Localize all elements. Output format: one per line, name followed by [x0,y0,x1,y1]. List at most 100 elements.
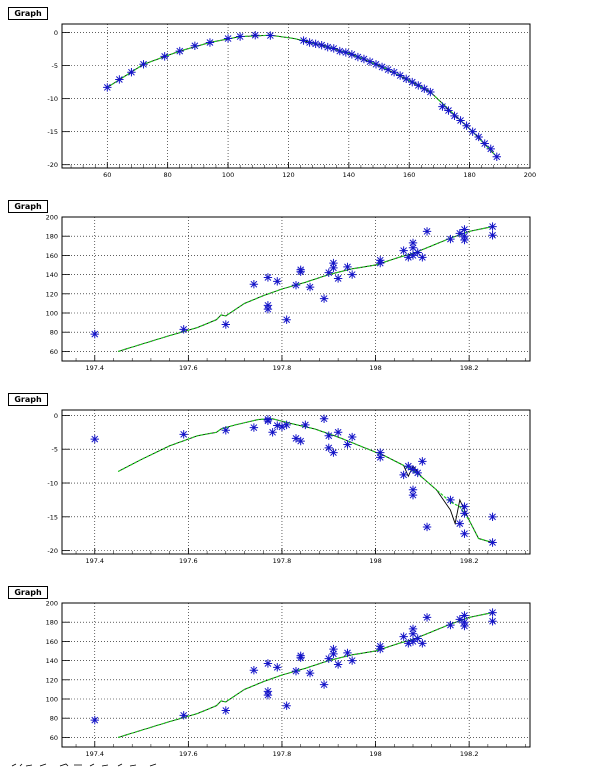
data-point [273,421,282,430]
data-point [418,457,427,466]
x-tick-label: 160 [403,171,415,179]
data-point [389,68,399,77]
x-tick-label: 197.4 [85,750,104,758]
data-point [460,529,469,538]
y-tick-label: 80 [50,715,58,723]
data-point [492,152,501,161]
x-tick-label: 197.4 [85,557,104,565]
x-tick-label: 197.4 [85,364,104,372]
data-point [319,680,329,689]
data-point [343,648,352,658]
footer-scribble [11,763,157,767]
data-point [317,40,326,50]
y-tick-label: 200 [46,600,58,608]
data-point [455,519,464,528]
y-tick-label: 60 [50,348,58,356]
data-point [319,294,329,303]
data-point [329,263,338,273]
data-point [376,256,385,265]
data-point [221,706,230,715]
data-point [422,522,432,532]
data-point [249,280,259,289]
data-point [277,422,287,432]
data-point [347,270,357,279]
y-tick-label: -5 [52,62,58,70]
y-tick-label: 180 [46,619,58,627]
plot-frame [61,409,531,555]
data-point [408,243,418,252]
data-point [404,253,413,262]
data-point [323,42,332,52]
data-point [329,448,338,457]
data-point [221,320,230,329]
x-tick-label: 197.6 [179,557,198,565]
data-point [190,41,200,50]
graph-plot-4: 197.4 197.6 197.8 198 198.2 60 80 100 120 140 160 1… [46,600,531,758]
data-point [446,495,455,505]
y-tick-label: -15 [47,128,58,136]
y-tick-label: 80 [50,329,58,337]
data-point [468,127,477,136]
data-point [296,265,305,274]
x-tick-label: 197.8 [273,557,292,565]
y-tick-label: 180 [46,233,58,241]
data-point [324,443,333,453]
data-point [408,485,418,494]
x-tick-label: 140 [343,171,355,179]
series-smooth-line [117,226,493,352]
data-point [324,654,333,663]
data-point [376,642,385,651]
graph-title-tag: Graph [8,586,48,599]
data-point [329,644,338,654]
data-point [223,34,233,43]
graph-title-tag: Graph [8,393,48,406]
series-smooth-line [117,612,493,738]
data-point [359,54,369,64]
data-point [329,649,338,659]
x-tick-label: 198.2 [460,557,479,565]
y-tick-label: 140 [46,271,58,279]
data-point [263,416,273,426]
data-point [205,38,215,47]
data-point [333,428,343,437]
data-point [450,111,459,121]
data-point [488,617,497,626]
graph-plot-1: 60 80 100 120 140 160 180 200 0 -5 -10 -15 -20 [47,23,536,179]
data-point [399,246,408,255]
data-point [299,36,308,45]
data-point [282,701,291,710]
series-line [107,34,498,158]
y-tick-label: 120 [46,676,58,684]
data-point [305,282,315,292]
y-tick-label: 160 [46,638,58,646]
data-point [90,434,99,444]
data-point [343,262,352,272]
data-point [408,251,418,260]
data-point [455,229,464,238]
data-point [460,618,469,627]
data-point [235,32,245,41]
y-tick-label: 160 [46,252,58,260]
data-point [488,231,497,240]
data-point [249,666,259,675]
data-point [404,639,413,648]
data-point [90,329,99,339]
x-tick-label: 100 [222,171,234,179]
graph-plot-2: 197.4 197.6 197.8 198 198.2 60 80 100 120 140 160 1… [46,214,531,372]
data-point [418,639,427,648]
series-line [117,418,493,543]
data-point [474,132,483,142]
data-point [488,222,497,231]
data-point [408,637,418,646]
series-smooth-line [117,418,493,544]
data-point [408,238,418,248]
y-tick-label: -15 [47,513,58,521]
graph-panel-3: Graph 197.4 197.6 197.8 198 198.2 0 -5 -10 -15 -2… [0,388,596,581]
data-point [414,81,423,90]
data-point [273,663,282,672]
data-point [488,538,497,547]
data-point [251,31,260,40]
y-tick-label: 200 [46,214,58,222]
data-point [422,227,432,236]
data-point [418,253,427,262]
